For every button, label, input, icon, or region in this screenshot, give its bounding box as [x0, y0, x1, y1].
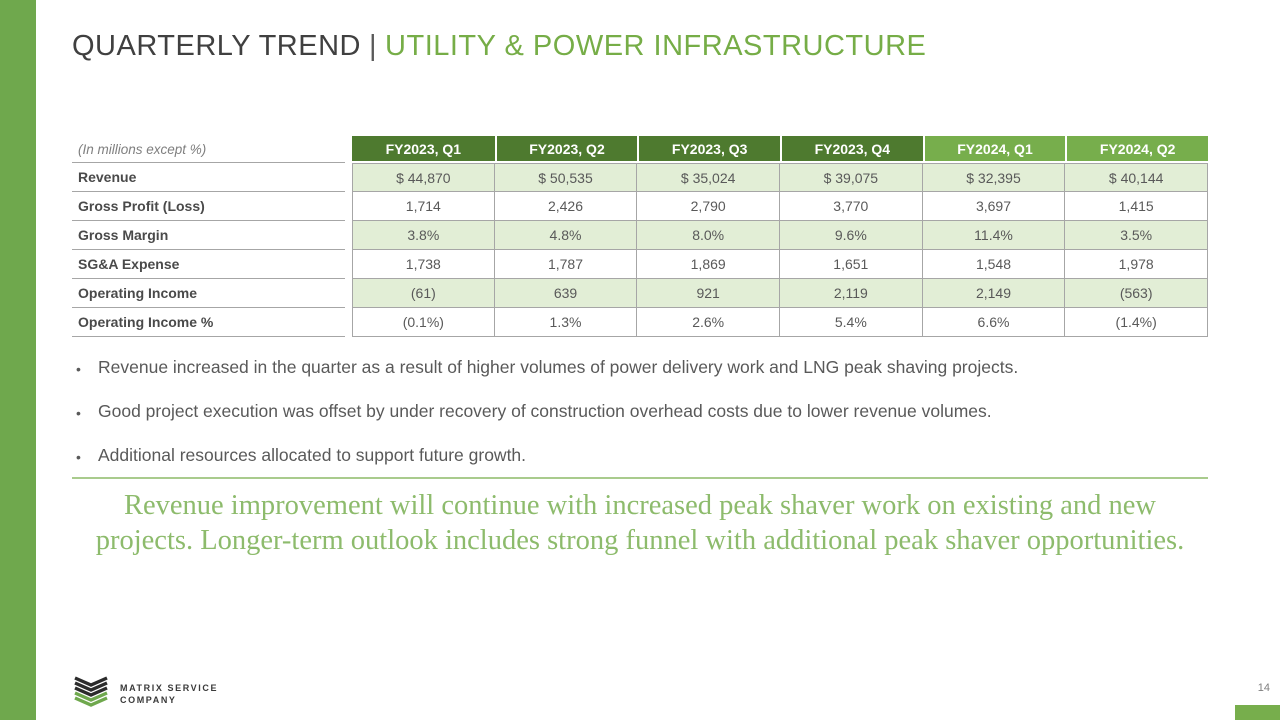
bullet-item: • Good project execution was offset by un…: [76, 400, 1226, 424]
title-separator: |: [368, 30, 378, 62]
table-cell: $ 40,144: [1065, 163, 1208, 192]
table-cell: (0.1%): [352, 308, 495, 337]
table-spacer: [345, 250, 352, 279]
table-cell: 1,651: [780, 250, 923, 279]
table-cell: 2,790: [637, 192, 780, 221]
table-cell: $ 32,395: [922, 163, 1066, 192]
left-accent-bar: [0, 0, 36, 720]
table-spacer: [345, 308, 352, 337]
table-cell: 1,869: [637, 250, 780, 279]
table-spacer: [345, 279, 352, 308]
matrix-logo-icon: [72, 674, 110, 713]
bullet-text: Good project execution was offset by und…: [98, 401, 992, 421]
table-cell: $ 35,024: [637, 163, 780, 192]
page-title: QUARTERLY TREND | UTILITY & POWER INFRASTR…: [72, 30, 926, 63]
table-cell: 4.8%: [494, 221, 638, 250]
table-cell: 5.4%: [780, 308, 923, 337]
table-cell: 639: [494, 279, 638, 308]
table-cell: $ 44,870: [352, 163, 495, 192]
bullet-text: Revenue increased in the quarter as a re…: [98, 357, 1019, 377]
bullet-item: • Additional resources allocated to suppo…: [76, 444, 1226, 468]
table-cell: 1.3%: [494, 308, 638, 337]
quarterly-financial-table: (In millions except %) FY2023, Q1 FY2023, …: [72, 136, 1208, 337]
table-cell: 8.0%: [637, 221, 780, 250]
bullet-marker: •: [76, 405, 81, 421]
table-cell: 3,770: [780, 192, 923, 221]
table-cell: 1,548: [922, 250, 1066, 279]
company-logo: MATRIX SERVICE COMPANY: [72, 674, 218, 713]
bullet-marker: •: [76, 449, 81, 465]
table-units-note: (In millions except %): [72, 136, 345, 163]
callout-text: Revenue improvement will continue with i…: [95, 490, 1185, 556]
table-cell: (563): [1065, 279, 1208, 308]
page-number: 14: [1257, 682, 1270, 694]
table-cell: 2,149: [922, 279, 1066, 308]
table-cell: 11.4%: [922, 221, 1066, 250]
table-column-header: FY2024, Q2: [1065, 136, 1208, 161]
table-row-label: Operating Income: [72, 279, 345, 308]
table-spacer: [345, 136, 352, 163]
table-cell: 1,738: [352, 250, 495, 279]
table-cell: 1,787: [494, 250, 638, 279]
table-cell: (61): [352, 279, 495, 308]
table-spacer: [345, 221, 352, 250]
table-cell: 2,119: [780, 279, 923, 308]
table-row-label: SG&A Expense: [72, 250, 345, 279]
table-cell: 921: [637, 279, 780, 308]
table-cell: 2,426: [494, 192, 638, 221]
title-main: QUARTERLY TREND: [72, 30, 361, 62]
title-highlight: UTILITY & POWER INFRASTRUCTURE: [385, 30, 927, 62]
table-cell: 9.6%: [780, 221, 923, 250]
table-cell: $ 50,535: [494, 163, 638, 192]
table-column-header: FY2023, Q2: [494, 136, 638, 161]
table-cell: 1,415: [1065, 192, 1208, 221]
bullet-list: • Revenue increased in the quarter as a r…: [76, 356, 1226, 488]
bullet-item: • Revenue increased in the quarter as a r…: [76, 356, 1226, 380]
table-cell: $ 39,075: [780, 163, 923, 192]
corner-accent-block: [1235, 705, 1280, 720]
table-row-label: Revenue: [72, 163, 345, 192]
bullet-text: Additional resources allocated to suppor…: [98, 445, 527, 465]
table-cell: 6.6%: [922, 308, 1066, 337]
logo-text: MATRIX SERVICE COMPANY: [120, 682, 218, 706]
table-column-header: FY2023, Q3: [637, 136, 780, 161]
divider-line: [72, 477, 1208, 479]
table-cell: 3,697: [922, 192, 1066, 221]
logo-line2: COMPANY: [120, 694, 177, 705]
table-cell: 1,714: [352, 192, 495, 221]
table-cell: 2.6%: [637, 308, 780, 337]
table-row-label: Gross Margin: [72, 221, 345, 250]
logo-line1: MATRIX SERVICE: [120, 682, 219, 693]
table-column-header: FY2023, Q1: [352, 136, 495, 161]
table-row-label: Gross Profit (Loss): [72, 192, 345, 221]
table-cell: (1.4%): [1065, 308, 1208, 337]
table-spacer: [345, 163, 352, 192]
table-column-header: FY2024, Q1: [922, 136, 1066, 161]
bullet-marker: •: [76, 361, 81, 377]
table-row-label: Operating Income %: [72, 308, 345, 337]
table-column-header: FY2023, Q4: [780, 136, 923, 161]
table-spacer: [345, 192, 352, 221]
table-cell: 3.5%: [1065, 221, 1208, 250]
table-cell: 3.8%: [352, 221, 495, 250]
table-cell: 1,978: [1065, 250, 1208, 279]
